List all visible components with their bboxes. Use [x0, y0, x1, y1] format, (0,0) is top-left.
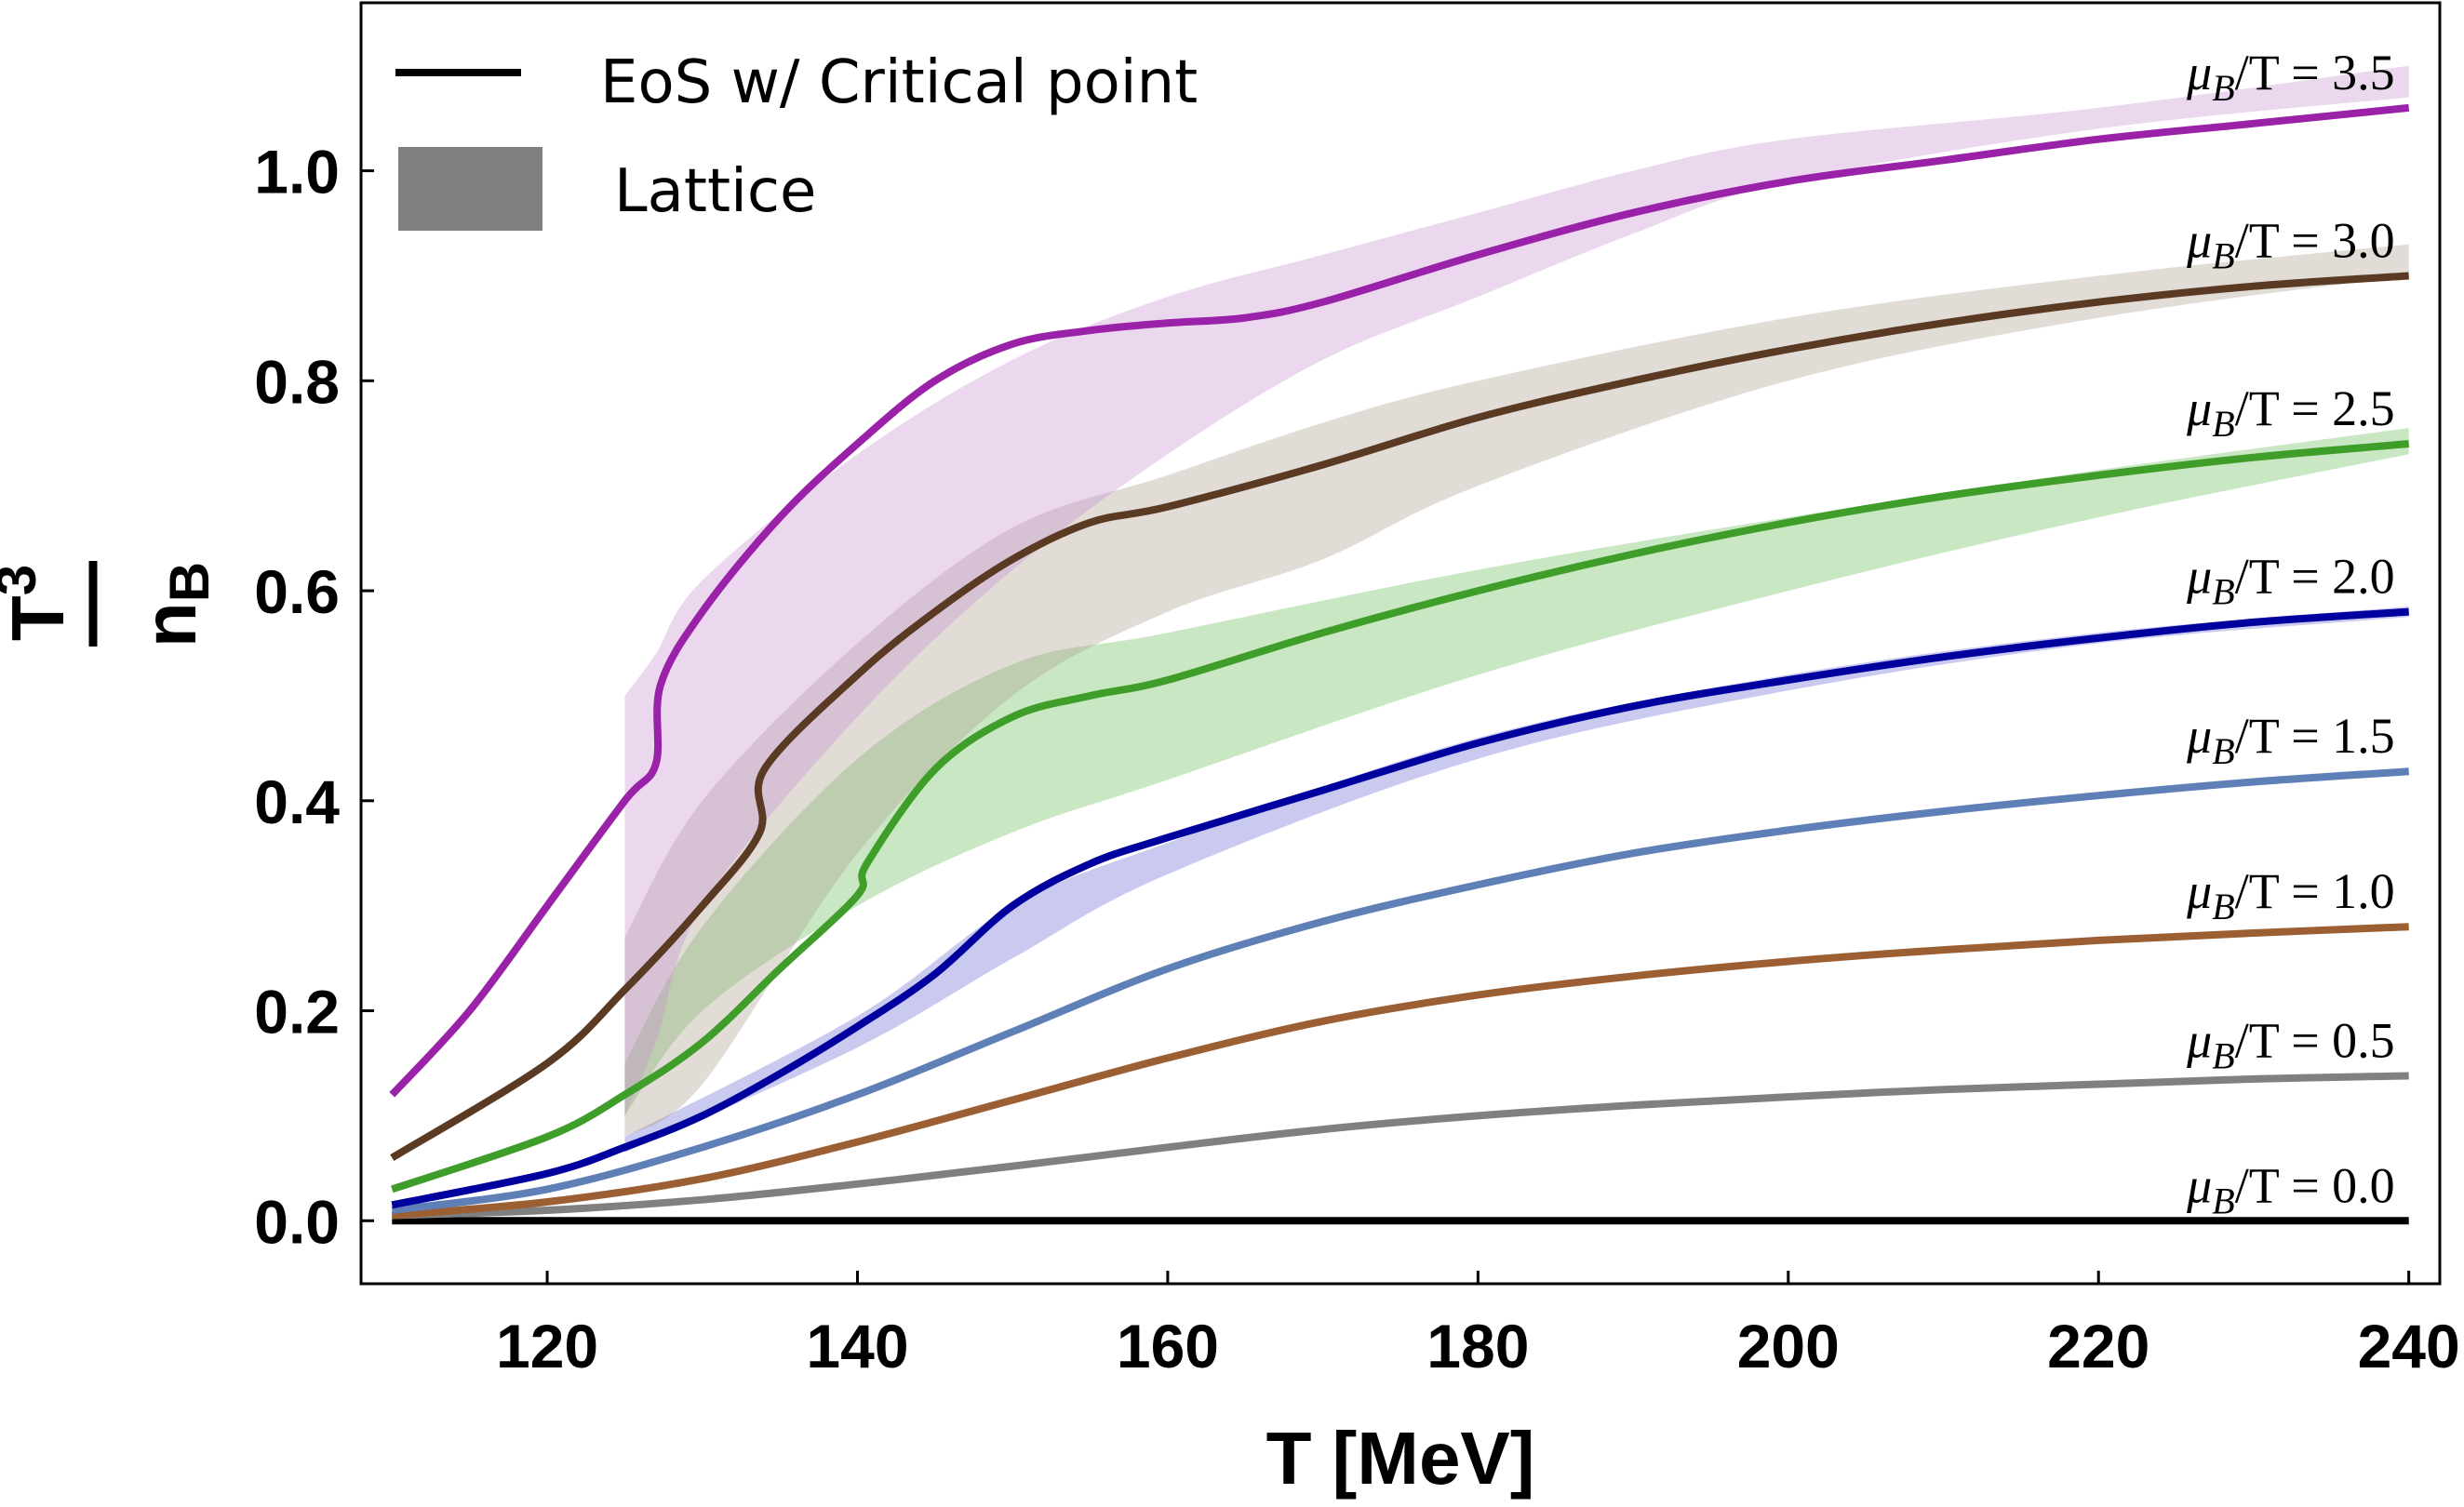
- curve-label-mu-2-5: μB/T = 2.5: [2186, 380, 2395, 445]
- x-tick-label: 160: [1117, 1312, 1219, 1380]
- eos-line-mu-3-0: [390, 272, 2409, 1162]
- x-tick-label: 180: [1426, 1312, 1529, 1380]
- y-label-denominator: T3: [0, 565, 79, 641]
- y-tick-label: 0.6: [254, 557, 340, 626]
- curve-label-mu-0-5: μB/T = 0.5: [2186, 1013, 2395, 1077]
- lattice-band-mu-3-5: [624, 65, 2409, 1116]
- y-tick-label: 0.0: [254, 1187, 340, 1256]
- y-tick-label: 0.4: [254, 767, 340, 836]
- legend-band-label: Lattice: [614, 157, 816, 226]
- y-axis-ticks: 0.0 0.2 0.4 0.6 0.8 1.0: [254, 138, 374, 1256]
- plot-frame: [359, 1, 2442, 1286]
- y-tick-label: 0.8: [254, 347, 340, 416]
- lattice-band-mu-3-0: [624, 244, 2409, 1138]
- eos-line-mu-2-5: [391, 440, 2410, 1194]
- curve-labels: μB/T = 0.0 μB/T = 0.5 μB/T = 1.0 μB/T = 1.5…: [2186, 45, 2395, 1221]
- eos-lines: [389, 103, 2410, 1225]
- legend: EoS w/ Critical point Lattice: [395, 48, 1198, 231]
- curve-label-mu-2-0: μB/T = 2.0: [2186, 549, 2395, 613]
- x-axis-label: T [MeV]: [1266, 1417, 1535, 1500]
- x-axis-ticks: 120 140 160 180 200 220 240: [496, 1271, 2460, 1380]
- x-tick-label: 220: [2047, 1312, 2149, 1380]
- curve-label-mu-3-5: μB/T = 3.5: [2186, 45, 2395, 109]
- eos-line-mu-0-5: [392, 1072, 2409, 1220]
- x-tick-label: 200: [1737, 1312, 1840, 1380]
- eos-line-mu-1-0: [391, 923, 2409, 1220]
- y-tick-label: 1.0: [254, 138, 340, 207]
- lattice-bands: [624, 65, 2409, 1153]
- eos-line-mu-3-5: [389, 103, 2410, 1098]
- legend-line-label: EoS w/ Critical point: [600, 48, 1198, 117]
- x-tick-label: 120: [496, 1312, 598, 1380]
- curve-label-mu-3-0: μB/T = 3.0: [2186, 212, 2395, 276]
- eos-line-mu-1-5: [391, 767, 2409, 1214]
- x-tick-label: 240: [2358, 1312, 2460, 1380]
- legend-band-swatch: [398, 147, 542, 231]
- x-tick-label: 140: [806, 1312, 908, 1380]
- y-tick-label: 0.2: [254, 978, 340, 1047]
- curve-label-mu-1-5: μB/T = 1.5: [2186, 708, 2395, 772]
- y-axis-label: nB T3: [0, 561, 221, 647]
- y-label-numerator: nB: [128, 562, 221, 647]
- lattice-band-mu-2-5: [624, 428, 2409, 1116]
- curve-label-mu-1-0: μB/T = 1.0: [2186, 863, 2395, 927]
- curve-label-mu-0-0: μB/T = 0.0: [2186, 1157, 2395, 1221]
- eos-line-mu-2-0: [391, 607, 2409, 1209]
